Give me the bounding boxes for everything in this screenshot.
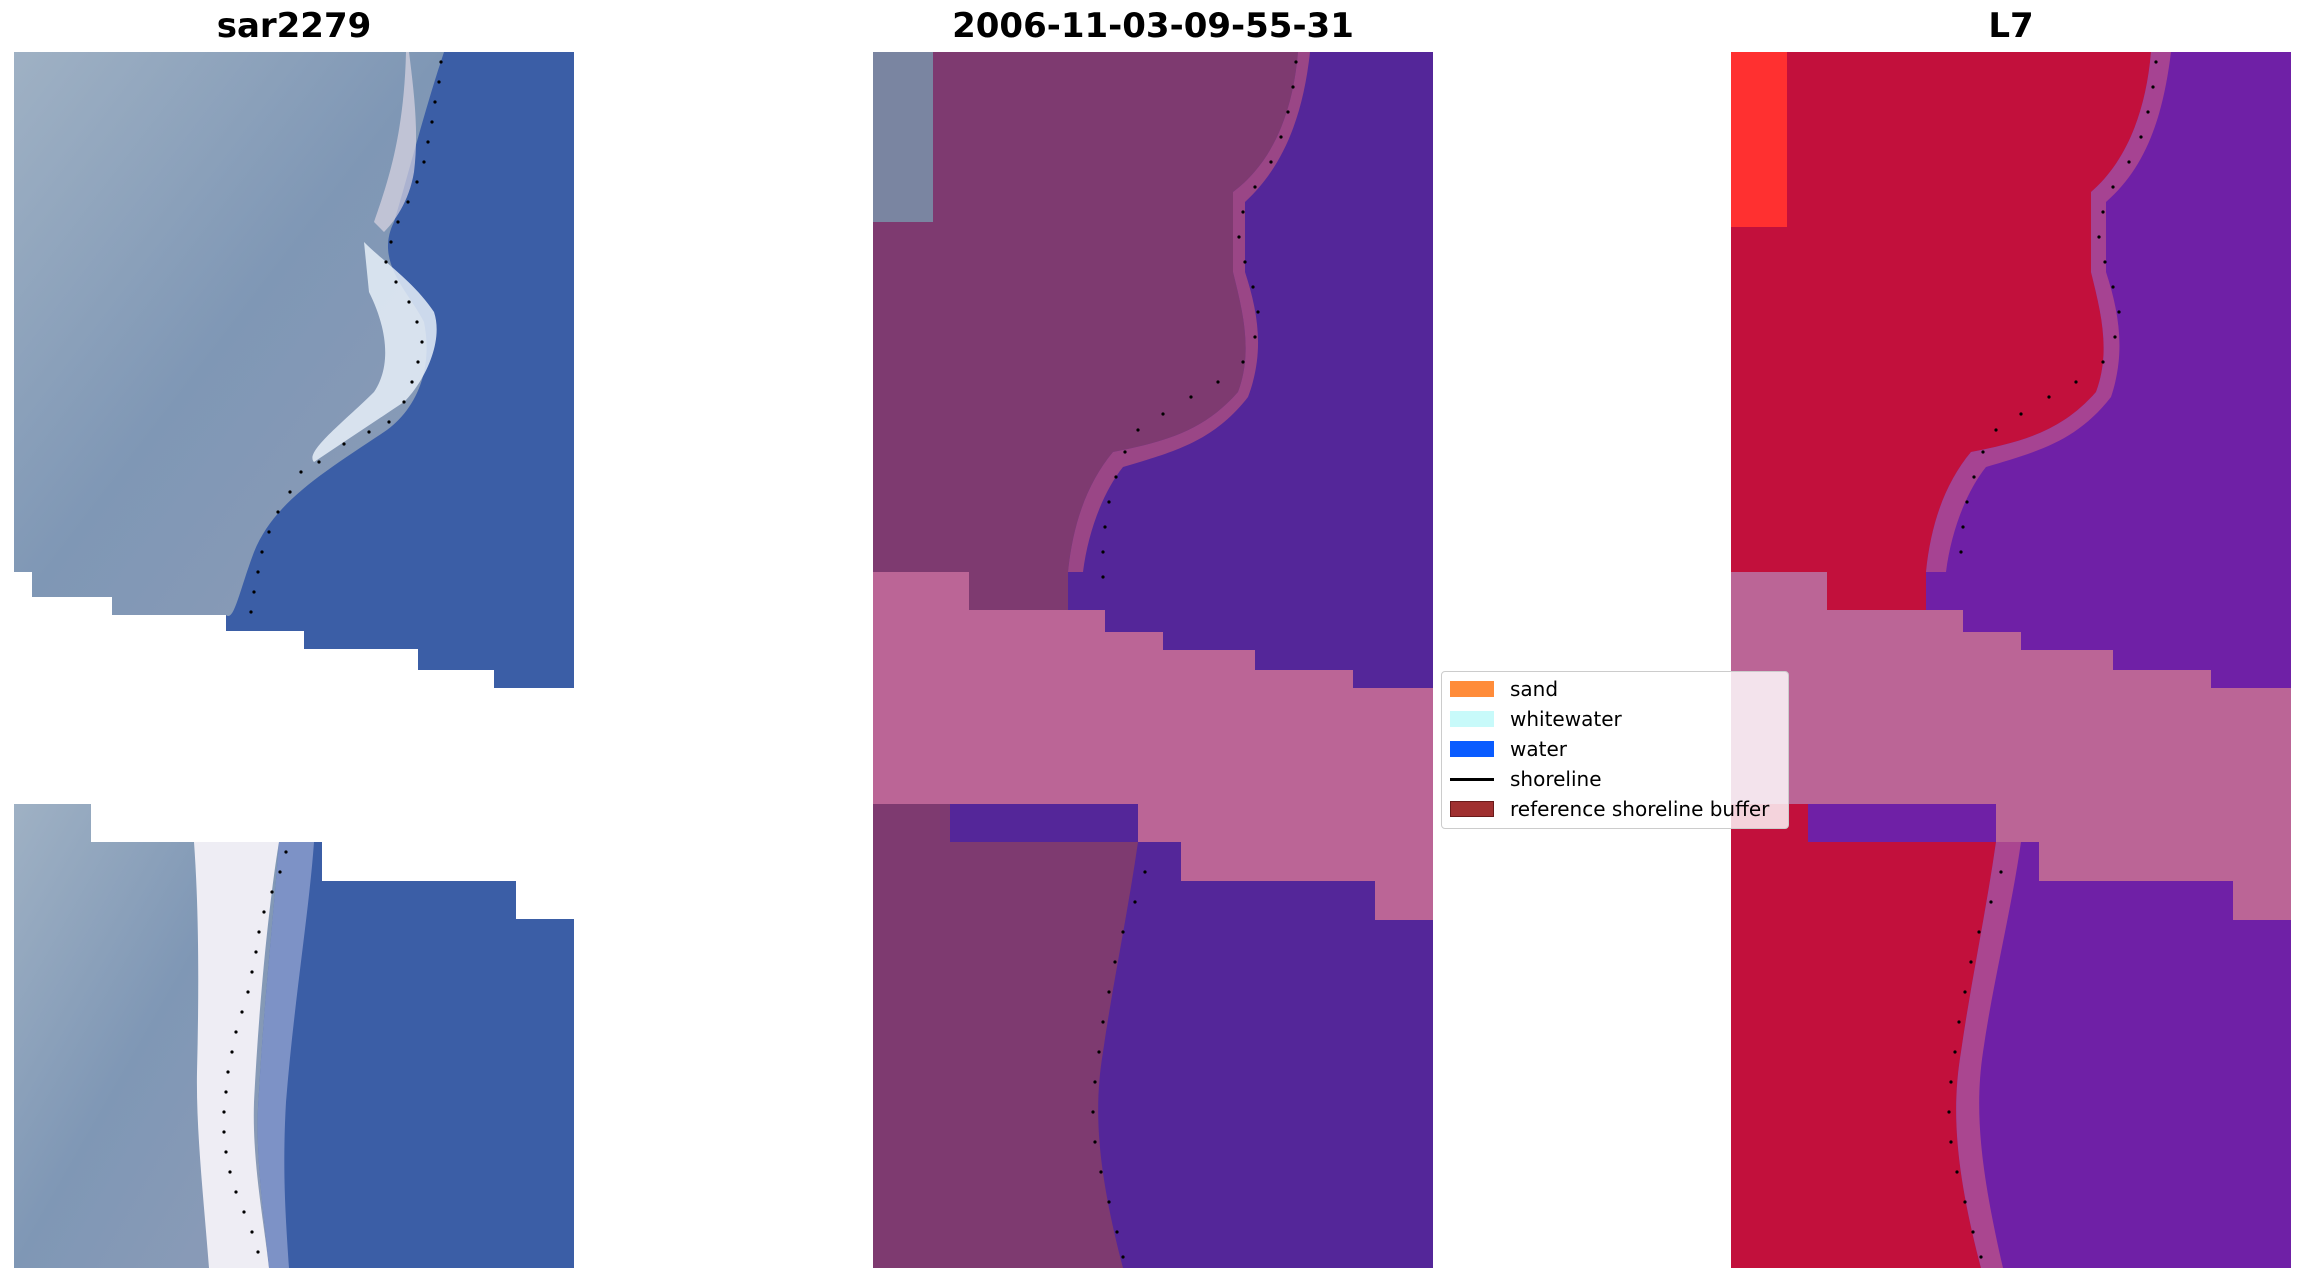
legend-item-whitewater: whitewater <box>1450 706 1622 732</box>
panel-title-index: L7 <box>1988 6 2034 46</box>
legend-item-reference-buffer: reference shoreline buffer <box>1450 796 1769 822</box>
index-buffer-band <box>1731 572 2291 920</box>
legend-item-sand: sand <box>1450 676 1558 702</box>
legend-label-whitewater: whitewater <box>1510 707 1622 731</box>
index-panel <box>1731 52 2291 1268</box>
legend-item-shoreline: shoreline <box>1450 766 1602 792</box>
legend-label-sand: sand <box>1510 677 1559 701</box>
panel-title-classification: 2006-11-03-09-55-31 <box>952 6 1354 46</box>
buffer-swatch <box>1450 801 1494 817</box>
sand-swatch <box>1450 681 1494 697</box>
shoreline-dots <box>1091 60 1298 1259</box>
class-land-top <box>873 52 1298 630</box>
panel-title-rgb: sar2279 <box>216 6 372 46</box>
shoreline-dots <box>1947 60 2158 1259</box>
class-land-bottom <box>873 804 1138 1268</box>
rgb-image-panel <box>14 52 574 1268</box>
index-land-bottom <box>1731 804 1996 1268</box>
shoreline-dots <box>222 60 443 1254</box>
legend-label-water: water <box>1510 737 1567 761</box>
legend-item-water: water <box>1450 736 1567 762</box>
legend-label-reference-buffer: reference shoreline buffer <box>1510 797 1770 821</box>
rgb-sand-top <box>312 242 437 462</box>
whitewater-swatch <box>1450 711 1494 727</box>
legend-label-shoreline: shoreline <box>1510 767 1602 791</box>
index-land-top <box>1731 52 2151 630</box>
classification-panel <box>873 52 1433 1268</box>
shoreline-line-swatch <box>1450 777 1494 781</box>
rgb-land-top <box>14 52 444 617</box>
water-swatch <box>1450 741 1494 757</box>
rgb-sand-bottom <box>194 842 279 1268</box>
class-buffer-band <box>873 572 1433 920</box>
legend: sand whitewater water shoreline referenc… <box>1441 671 1789 829</box>
